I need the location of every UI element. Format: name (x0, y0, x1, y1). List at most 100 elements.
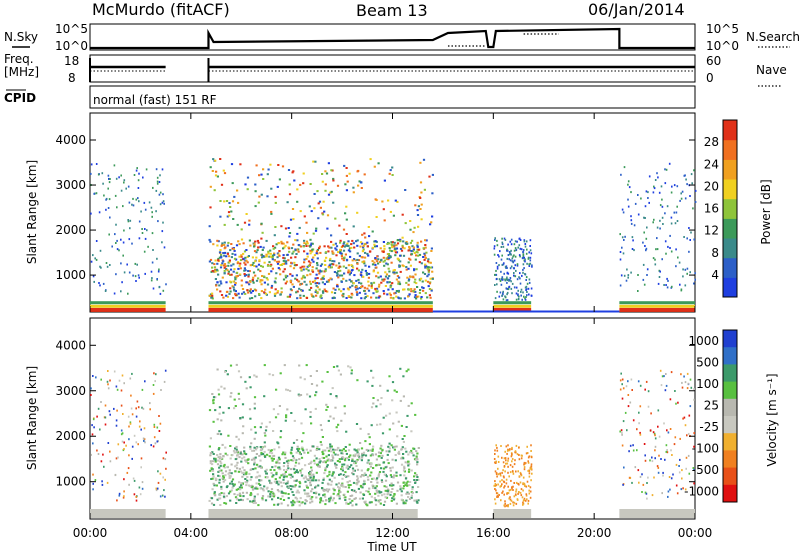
data-cell (272, 245, 275, 248)
data-cell (358, 457, 361, 460)
data-cell (274, 201, 277, 204)
data-cell (506, 462, 509, 465)
data-cell (355, 465, 358, 467)
data-cell (333, 260, 336, 263)
data-cell (264, 476, 267, 479)
data-cell (637, 469, 640, 472)
data-cell (251, 263, 254, 266)
data-cell (278, 250, 281, 252)
data-cell (654, 263, 657, 266)
data-cell (372, 376, 375, 379)
data-cell (240, 254, 243, 257)
data-cell (416, 248, 419, 251)
data-cell (155, 168, 158, 171)
data-cell (498, 255, 500, 258)
data-cell (326, 464, 329, 467)
data-cell (312, 260, 315, 263)
data-cell (237, 438, 240, 441)
nsearch-tick-high: 10^5 (706, 22, 739, 36)
data-cell (159, 174, 161, 177)
data-cell (156, 426, 159, 429)
data-cell (263, 261, 266, 264)
data-cell (316, 292, 319, 295)
data-cell (241, 466, 244, 469)
data-cell (412, 231, 415, 234)
data-cell (387, 445, 390, 448)
data-cell (507, 465, 509, 468)
data-cell (424, 266, 427, 269)
data-cell (255, 279, 259, 282)
data-cell (373, 261, 376, 264)
data-cell (392, 214, 395, 217)
data-cell (665, 450, 668, 453)
data-cell (296, 232, 299, 235)
data-cell (350, 372, 353, 375)
data-cell (403, 467, 406, 470)
data-cell (303, 451, 306, 454)
data-cell (338, 224, 341, 227)
data-cell (216, 454, 219, 456)
data-cell (527, 502, 529, 505)
data-cell (632, 419, 635, 422)
data-cell (225, 495, 228, 498)
data-cell (332, 201, 335, 204)
data-cell (287, 497, 290, 500)
data-cell (294, 461, 298, 464)
data-cell (332, 417, 335, 420)
data-cell (155, 489, 158, 492)
data-cell (292, 499, 295, 502)
data-cell (664, 182, 667, 185)
data-cell (410, 250, 413, 252)
data-cell (259, 245, 262, 248)
data-cell (265, 255, 268, 258)
data-cell (633, 224, 636, 227)
data-cell (305, 243, 308, 246)
data-cell (364, 264, 367, 267)
data-cell (689, 195, 691, 197)
data-cell (493, 458, 496, 460)
data-cell (680, 488, 683, 491)
data-cell (163, 202, 165, 205)
data-cell (117, 443, 120, 446)
data-cell (679, 458, 681, 461)
data-cell (690, 386, 693, 389)
data-cell (214, 159, 217, 162)
data-cell (265, 293, 268, 296)
data-cell (500, 485, 502, 487)
data-cell (362, 483, 365, 486)
data-cell (284, 471, 287, 473)
data-cell (211, 393, 214, 395)
data-cell (527, 256, 530, 259)
data-cell (396, 489, 399, 492)
data-cell (497, 473, 500, 476)
data-cell (262, 453, 265, 455)
data-cell (428, 288, 431, 290)
data-cell (229, 274, 232, 276)
data-cell (342, 292, 345, 295)
data-cell (525, 289, 527, 291)
data-cell (356, 170, 359, 173)
data-cell (128, 238, 131, 241)
data-cell (645, 237, 648, 240)
colorbar-swatch (723, 120, 737, 141)
data-cell (342, 265, 345, 268)
data-cell (304, 499, 307, 502)
data-cell (238, 398, 241, 400)
data-cell (644, 459, 647, 462)
data-cell (357, 454, 360, 457)
data-cell (324, 170, 327, 173)
data-cell (215, 268, 218, 271)
data-cell (211, 262, 214, 265)
data-cell (151, 211, 153, 214)
data-cell (144, 441, 146, 444)
data-cell (512, 489, 514, 491)
data-cell (214, 460, 217, 463)
x-axis-title: Time UT (366, 540, 417, 554)
data-cell (292, 267, 296, 270)
data-cell (115, 242, 117, 244)
data-cell (685, 178, 687, 181)
data-cell (431, 277, 434, 280)
data-cell (691, 182, 693, 185)
data-cell (244, 183, 247, 186)
data-cell (220, 253, 223, 256)
